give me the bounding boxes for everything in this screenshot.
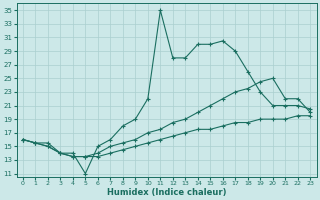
X-axis label: Humidex (Indice chaleur): Humidex (Indice chaleur) [107, 188, 226, 197]
